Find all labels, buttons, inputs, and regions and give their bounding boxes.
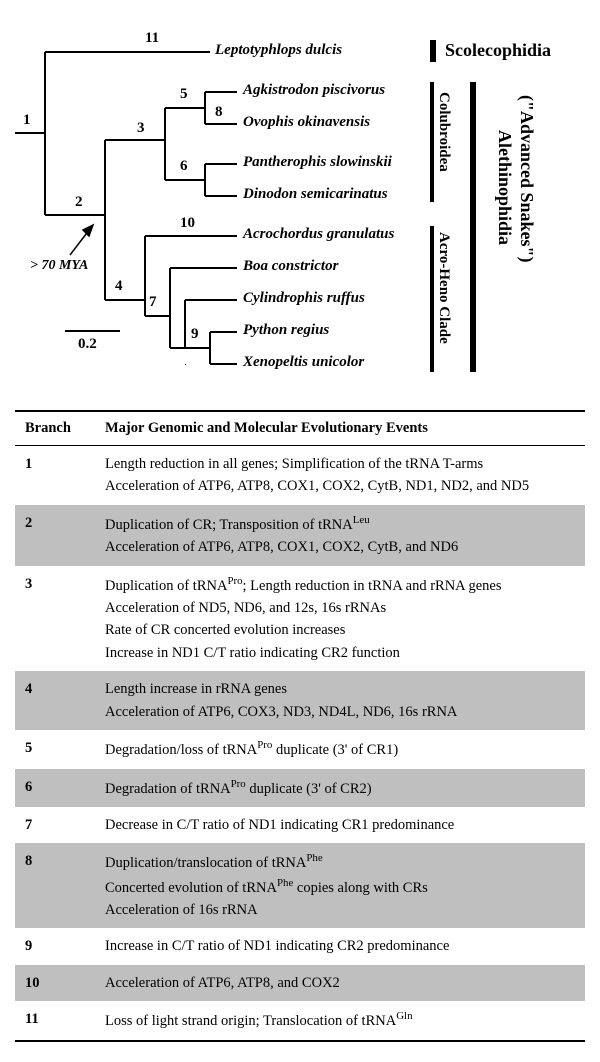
branch-cell: 10 bbox=[15, 965, 95, 1001]
branch-cell: 2 bbox=[15, 505, 95, 566]
events-cell: Length reduction in all genes; Simplific… bbox=[95, 446, 585, 505]
table-row: 2Duplication of CR; Transposition of tRN… bbox=[15, 505, 585, 566]
branch-cell: 8 bbox=[15, 843, 95, 928]
table-row: 5Degradation/loss of tRNAPro duplicate (… bbox=[15, 730, 585, 768]
events-cell: Acceleration of ATP6, ATP8, and COX2 bbox=[95, 965, 585, 1001]
table-row: 1Length reduction in all genes; Simplifi… bbox=[15, 446, 585, 505]
header-events: Major Genomic and Molecular Evolutionary… bbox=[95, 411, 585, 446]
table-row: 3Duplication of tRNAPro; Length reductio… bbox=[15, 566, 585, 672]
branch-cell: 4 bbox=[15, 671, 95, 730]
table-row: 10Acceleration of ATP6, ATP8, and COX2 bbox=[15, 965, 585, 1001]
branch-cell: 1 bbox=[15, 446, 95, 505]
events-table: Branch Major Genomic and Molecular Evolu… bbox=[15, 410, 585, 1042]
events-cell: Increase in C/T ratio of ND1 indicating … bbox=[95, 928, 585, 964]
branch-cell: 7 bbox=[15, 807, 95, 843]
figure-container: Leptotyphlops dulcis Agkistrodon piscivo… bbox=[0, 0, 600, 1062]
branch-cell: 5 bbox=[15, 730, 95, 768]
tree-svg-overlay bbox=[15, 20, 585, 390]
events-cell: Degradation/loss of tRNAPro duplicate (3… bbox=[95, 730, 585, 768]
events-cell: Duplication of tRNAPro; Length reduction… bbox=[95, 566, 585, 672]
events-cell: Duplication of CR; Transposition of tRNA… bbox=[95, 505, 585, 566]
branch-cell: 6 bbox=[15, 769, 95, 807]
events-cell: Loss of light strand origin; Translocati… bbox=[95, 1001, 585, 1040]
events-cell: Duplication/translocation of tRNAPheConc… bbox=[95, 843, 585, 928]
branch-cell: 9 bbox=[15, 928, 95, 964]
table-row: 9Increase in C/T ratio of ND1 indicating… bbox=[15, 928, 585, 964]
table-row: 8Duplication/translocation of tRNAPheCon… bbox=[15, 843, 585, 928]
phylogenetic-tree: Leptotyphlops dulcis Agkistrodon piscivo… bbox=[15, 20, 585, 400]
table-row: 6Degradation of tRNAPro duplicate (3' of… bbox=[15, 769, 585, 807]
header-branch: Branch bbox=[15, 411, 95, 446]
events-cell: Length increase in rRNA genesAcceleratio… bbox=[95, 671, 585, 730]
events-cell: Decrease in C/T ratio of ND1 indicating … bbox=[95, 807, 585, 843]
events-cell: Degradation of tRNAPro duplicate (3' of … bbox=[95, 769, 585, 807]
table-row: 4Length increase in rRNA genesAccelerati… bbox=[15, 671, 585, 730]
branch-cell: 11 bbox=[15, 1001, 95, 1040]
table-row: 7Decrease in C/T ratio of ND1 indicating… bbox=[15, 807, 585, 843]
branch-cell: 3 bbox=[15, 566, 95, 672]
table-row: 11Loss of light strand origin; Transloca… bbox=[15, 1001, 585, 1040]
